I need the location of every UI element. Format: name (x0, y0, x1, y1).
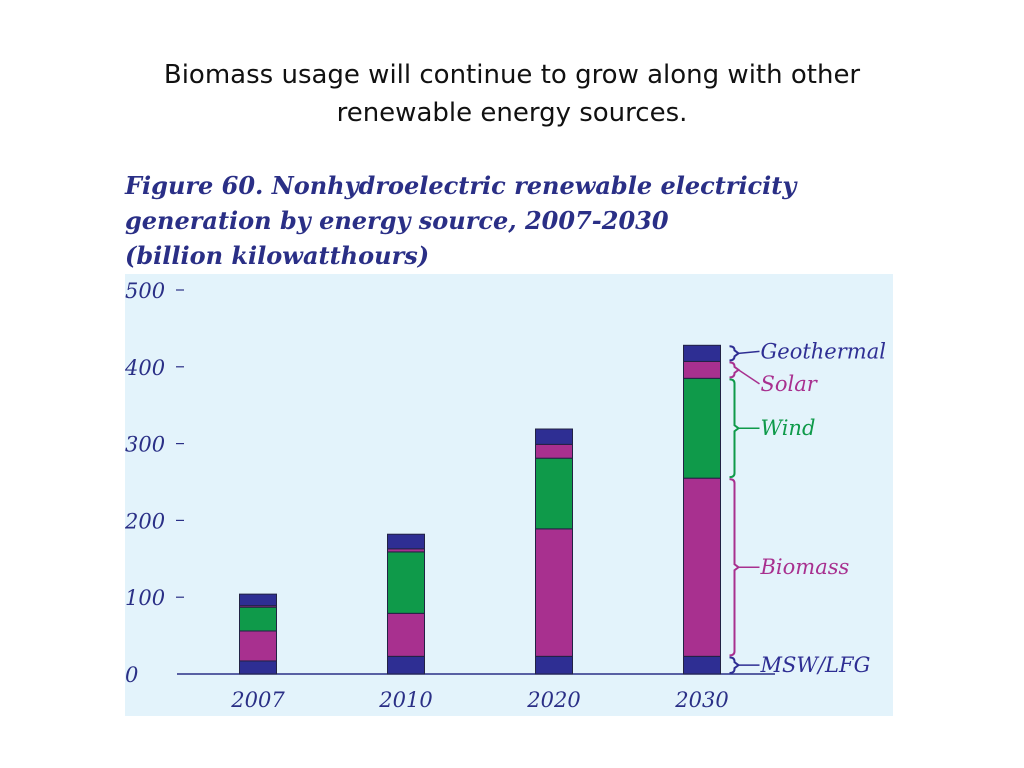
y-tick-label-400: 400 (125, 356, 165, 380)
y-tick-label-300: 300 (125, 433, 165, 457)
bar-2007-msw-lfg (239, 660, 277, 675)
bar-2007-wind (239, 606, 277, 632)
x-tick-label-2010: 2010 (378, 688, 432, 712)
bar-2020-biomass (535, 528, 573, 657)
x-tick-label-2020: 2020 (526, 688, 580, 712)
bar-2010-biomass (387, 612, 425, 657)
bar-2030-geothermal (683, 344, 721, 362)
y-tick-label-0: 0 (125, 663, 138, 687)
bar-2030-wind (683, 377, 721, 479)
bar-2010-wind (387, 551, 425, 614)
figure-title-line-1: Figure 60. Nonhydroelectric renewable el… (125, 171, 797, 200)
figure-units: (billion kilowatthours) (125, 241, 430, 270)
bar-2020-wind (535, 457, 573, 530)
chart-panel: 0 100 200 300 400 500 2007 2010 2020 2030 MSW/LFG B… (124, 274, 893, 716)
bar-2010-geothermal (387, 533, 425, 550)
stacked-bar-chart: 0 100 200 300 400 500 2007 2010 2020 2030 MSW/LFG B… (124, 274, 893, 716)
x-tick-label-2007: 2007 (230, 688, 285, 712)
figure-title-line-2: generation by energy source, 2007-2030 (125, 206, 669, 235)
y-tick-label-500: 500 (125, 279, 165, 303)
slide-title-line-2: renewable energy sources. (336, 98, 688, 128)
legend-leader-solar (738, 369, 760, 385)
bar-2020-solar (535, 443, 573, 459)
slide-title: Biomass usage will continue to grow alon… (112, 56, 912, 132)
legend-label-wind: Wind (761, 416, 816, 440)
bar-2030-biomass (683, 477, 721, 657)
legend-label-geothermal: Geothermal (761, 339, 886, 363)
figure-title: Figure 60. Nonhydroelectric renewable el… (125, 168, 905, 273)
legend-leader-geothermal (738, 350, 760, 355)
bar-2030-solar (683, 360, 721, 379)
legend-label-biomass: Biomass (760, 555, 850, 579)
bar-2030-msw-lfg (683, 655, 721, 675)
bar-2010-msw-lfg (387, 655, 425, 675)
x-tick-label-2030: 2030 (674, 688, 728, 712)
bar-2020-geothermal (535, 428, 573, 445)
y-tick-label-200: 200 (125, 509, 165, 533)
legend-label-msw-lfg: MSW/LFG (760, 653, 871, 677)
bar-2007-geothermal (239, 593, 277, 607)
bar-2020-msw-lfg (535, 655, 573, 675)
legend-label-solar: Solar (761, 372, 819, 396)
y-tick-label-100: 100 (125, 586, 165, 610)
slide-title-line-1: Biomass usage will continue to grow alon… (163, 60, 861, 90)
bar-2007-biomass (239, 630, 277, 662)
